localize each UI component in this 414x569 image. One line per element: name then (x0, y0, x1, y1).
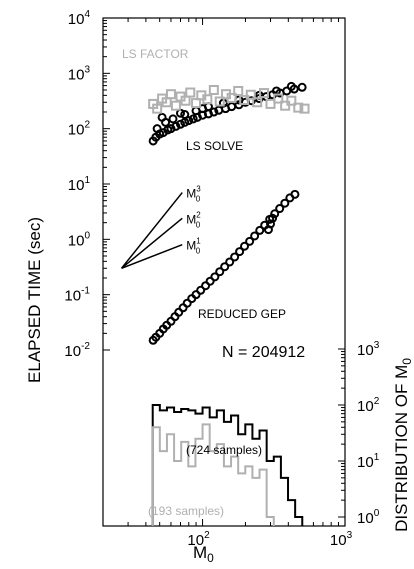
data-point (286, 95, 297, 106)
y-right-tick-label: 102 (357, 396, 380, 415)
slope-label-2: M2 0 (186, 210, 201, 229)
data-point (226, 92, 237, 103)
data-point (280, 198, 290, 208)
data-point (170, 100, 181, 111)
axis-titles: M0 ELAPSED TIME (sec) DISTRIBUTION OF M0 (25, 217, 414, 565)
annotation-samples-black: (724 samples) (186, 443, 262, 457)
data-point (191, 98, 202, 109)
slope-line-3 (120, 192, 183, 269)
data-point (293, 102, 304, 113)
data-point (255, 225, 265, 235)
annotation-reduced-gep: REDUCED GEP (198, 307, 286, 321)
data-point (202, 94, 213, 105)
series-reduced-gep (148, 189, 300, 345)
slope-line-1 (121, 243, 183, 269)
data-point (171, 121, 181, 131)
data-point (214, 96, 225, 107)
y-tick-label: 10-2 (64, 341, 90, 360)
x-tick-label: 102 (187, 530, 210, 549)
data-point (239, 94, 250, 105)
y-right-tick-label: 101 (357, 452, 380, 471)
data-point (290, 189, 300, 199)
annotation-ls-factor: LS FACTOR (122, 47, 189, 61)
annotations: LS FACTOR LS SOLVE REDUCED GEP N = 20491… (122, 47, 305, 518)
plot-border (102, 17, 346, 527)
y-axis-label: ELAPSED TIME (sec) (25, 217, 44, 383)
data-point (240, 241, 250, 251)
data-point (259, 88, 270, 99)
slope-line-2 (121, 217, 183, 269)
y-tick-label: 102 (68, 120, 91, 139)
data-point (245, 89, 256, 100)
y-right-tick-label: 103 (357, 340, 380, 359)
data-point (210, 272, 220, 282)
histogram-193-samples (151, 423, 275, 526)
data-point (235, 247, 245, 257)
annotation-n-total: N = 204912 (222, 344, 305, 361)
slope-label-1: M1 0 (186, 237, 201, 256)
data-point (215, 267, 225, 277)
data-point (185, 87, 196, 98)
x-tick-label: 103 (330, 530, 353, 549)
data-point (270, 209, 280, 219)
series-ls-factor (148, 84, 310, 114)
data-point (157, 112, 167, 122)
annotation-ls-solve: LS SOLVE (186, 139, 243, 153)
data-point (196, 285, 206, 295)
data-point (299, 103, 310, 114)
slope-label-3: M3 0 (186, 185, 201, 204)
y-tick-label: 104 (68, 9, 91, 28)
data-point (286, 81, 296, 91)
data-point (209, 107, 219, 117)
data-point (208, 84, 219, 95)
data-point (205, 276, 215, 286)
annotation-samples-gray: (193 samples) (148, 504, 224, 518)
y-tick-label: 10-1 (64, 286, 90, 305)
data-point (273, 93, 284, 104)
data-point (188, 114, 198, 124)
data-point (184, 116, 194, 126)
plot-frame (102, 17, 346, 527)
data-point (230, 252, 240, 262)
y-right-tick-label: 100 (357, 508, 380, 527)
series-layer (148, 81, 310, 345)
data-point (152, 124, 162, 134)
data-point (268, 213, 278, 223)
data-point (220, 262, 230, 272)
data-point (165, 89, 176, 100)
y-tick-label: 100 (68, 230, 91, 249)
data-point (250, 231, 260, 241)
reference-slope-lines: M3 0 M2 0 M1 0 (120, 185, 201, 269)
data-point (201, 281, 211, 291)
y-tick-label: 101 (68, 175, 91, 194)
x-axis-label: M0 (193, 543, 214, 565)
data-point (297, 82, 307, 92)
data-point (182, 298, 192, 308)
data-point (245, 236, 255, 246)
data-point (191, 290, 201, 300)
axis-tick-labels: 102 103 104 103 102 101 100 10-1 10-2 103 102 101 10… (64, 9, 379, 549)
y-axis-label-right: DISTRIBUTION OF M0 (392, 358, 414, 532)
data-point (180, 110, 190, 120)
histogram-724-samples (151, 404, 304, 526)
data-point (225, 257, 235, 267)
data-point (252, 97, 263, 108)
data-point (175, 119, 185, 129)
data-point (152, 103, 163, 114)
histograms (151, 404, 304, 526)
data-point (168, 114, 178, 124)
axis-ticks (102, 17, 345, 526)
y-tick-label: 103 (68, 64, 91, 83)
data-point (198, 104, 208, 114)
data-point (174, 307, 184, 317)
data-point (275, 204, 285, 214)
series-ls-solve (148, 81, 307, 146)
data-point (265, 98, 276, 109)
data-point (233, 85, 244, 96)
